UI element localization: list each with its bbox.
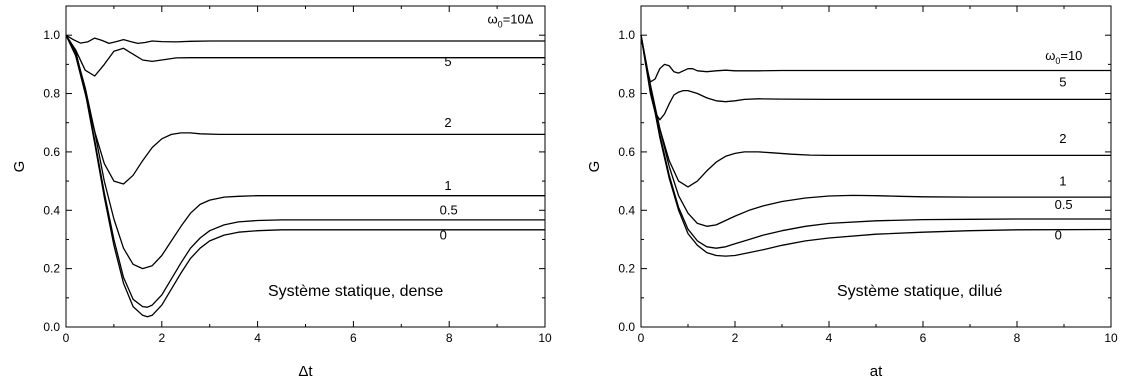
- y-tick-label: 0.8: [618, 87, 635, 101]
- series-label-2: 2: [1059, 131, 1066, 146]
- series-curve-1: [65, 34, 545, 77]
- series-label-5: 0: [440, 227, 447, 242]
- series-label-3: 1: [1059, 173, 1066, 188]
- x-tick-label: 4: [826, 331, 833, 345]
- series-label-0: ω0=10Δ: [488, 12, 534, 30]
- x-tick-label: 10: [538, 331, 552, 345]
- y-tick-label: 0.4: [618, 203, 635, 217]
- x-axis-label: Δt: [298, 363, 313, 380]
- x-tick-label: 0: [638, 331, 645, 345]
- x-tick-label: 2: [732, 331, 739, 345]
- y-tick-label: 1.0: [43, 28, 60, 42]
- x-tick-label: 8: [1014, 331, 1021, 345]
- series-curve-1: [640, 35, 1111, 121]
- y-tick-label: 0.0: [43, 320, 60, 334]
- series-label-2: 2: [444, 115, 451, 130]
- series-label-4: 0.5: [440, 203, 458, 218]
- series-curve-0: [65, 34, 545, 45]
- x-tick-label: 10: [1104, 331, 1118, 345]
- x-tick-label: 8: [446, 331, 453, 345]
- x-tick-label: 6: [350, 331, 357, 345]
- x-tick-label: 4: [254, 331, 261, 345]
- series-curve-5: [640, 35, 1112, 257]
- y-tick-label: 1.0: [618, 28, 635, 42]
- y-tick-label: 0.6: [618, 145, 635, 159]
- y-axis-label: G: [11, 161, 28, 173]
- chart-dilute: 0 2 4 6 8 10 0.0 0.2 0.4 0.6 0.8 1.0 at Gω0=10 5 2 1 0.5 0…: [586, 5, 1118, 380]
- series-curve-2: [640, 35, 1111, 188]
- x-axis-label: at: [870, 363, 883, 380]
- y-tick-label: 0.0: [618, 320, 635, 334]
- y-tick-label: 0.8: [43, 87, 60, 101]
- series-curve-3: [640, 35, 1111, 227]
- series-label-1: 5: [1059, 74, 1066, 89]
- series-curve-3: [65, 34, 545, 270]
- series-curve-0: [640, 35, 1111, 83]
- series-curve-5: [65, 34, 545, 318]
- series-label-5: 0: [1055, 227, 1062, 242]
- series-label-4: 0.5: [1055, 197, 1073, 212]
- series-label-0: ω0=10: [1045, 48, 1082, 66]
- x-tick-label: 6: [920, 331, 927, 345]
- y-tick-label: 0.4: [43, 203, 60, 217]
- y-tick-label: 0.6: [43, 145, 60, 159]
- series-curve-4: [640, 35, 1111, 249]
- plot-frame: [65, 5, 546, 328]
- chart-annotation: Système statique, dilué: [837, 283, 1003, 300]
- y-axis-label: G: [586, 161, 603, 173]
- x-tick-label: 2: [158, 331, 165, 345]
- series-label-3: 1: [444, 178, 451, 193]
- x-tick-label: 0: [63, 331, 70, 345]
- chart-dense: 0 2 4 6 8 10 0.0 0.2 0.4 0.6 0.8 1.0 Δt Gω0=10Δ 5 2 1 0.5…: [11, 5, 552, 380]
- chart-annotation: Système statique, dense: [268, 283, 443, 300]
- y-tick-label: 0.2: [43, 262, 60, 276]
- y-tick-label: 0.2: [618, 262, 635, 276]
- series-label-1: 5: [444, 54, 451, 69]
